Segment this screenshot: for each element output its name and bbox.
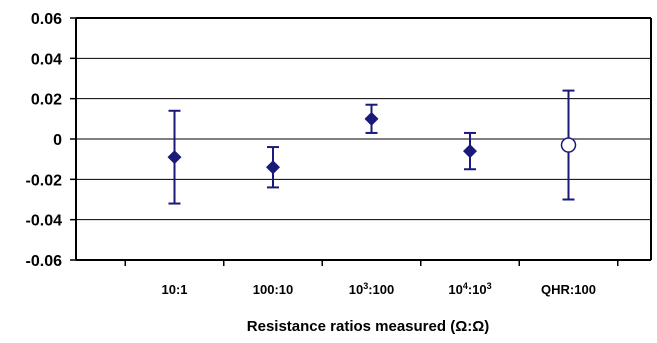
- data-point-diamond: [167, 150, 182, 165]
- x-category-label: 100:10: [253, 282, 293, 297]
- y-tick-label: -0.02: [26, 172, 63, 189]
- data-point-diamond: [266, 160, 280, 175]
- axes: [70, 17, 652, 266]
- error-bars: [168, 89, 575, 205]
- y-tick-label: -0.06: [26, 253, 63, 270]
- data-point-diamond: [364, 111, 379, 126]
- y-tick-label: 0.02: [31, 92, 62, 109]
- y-tick-label: 0.04: [31, 51, 62, 68]
- grid-lines: [76, 57, 651, 221]
- y-tick-label: 0: [53, 132, 62, 149]
- y-tick-labels: 0.06 0.04 0.02 0 -0.02 -0.04 -0.06: [26, 11, 63, 270]
- x-category-label: QHR:100: [541, 282, 596, 297]
- y-tick-label: -0.04: [26, 213, 63, 230]
- data-point-circle: [560, 137, 577, 153]
- x-category-label: 104:103: [448, 281, 491, 297]
- x-category-label: 10:1: [161, 282, 187, 297]
- x-category-label: 103:100: [349, 281, 395, 297]
- x-axis-title: Resistance ratios measured (Ω:Ω): [247, 318, 489, 335]
- x-category-labels: 10:1 100:10 103:100 104:103 QHR:100: [161, 281, 595, 297]
- y-tick-label: 0.06: [31, 11, 62, 28]
- data-points: [167, 111, 577, 175]
- data-point-diamond: [463, 144, 477, 159]
